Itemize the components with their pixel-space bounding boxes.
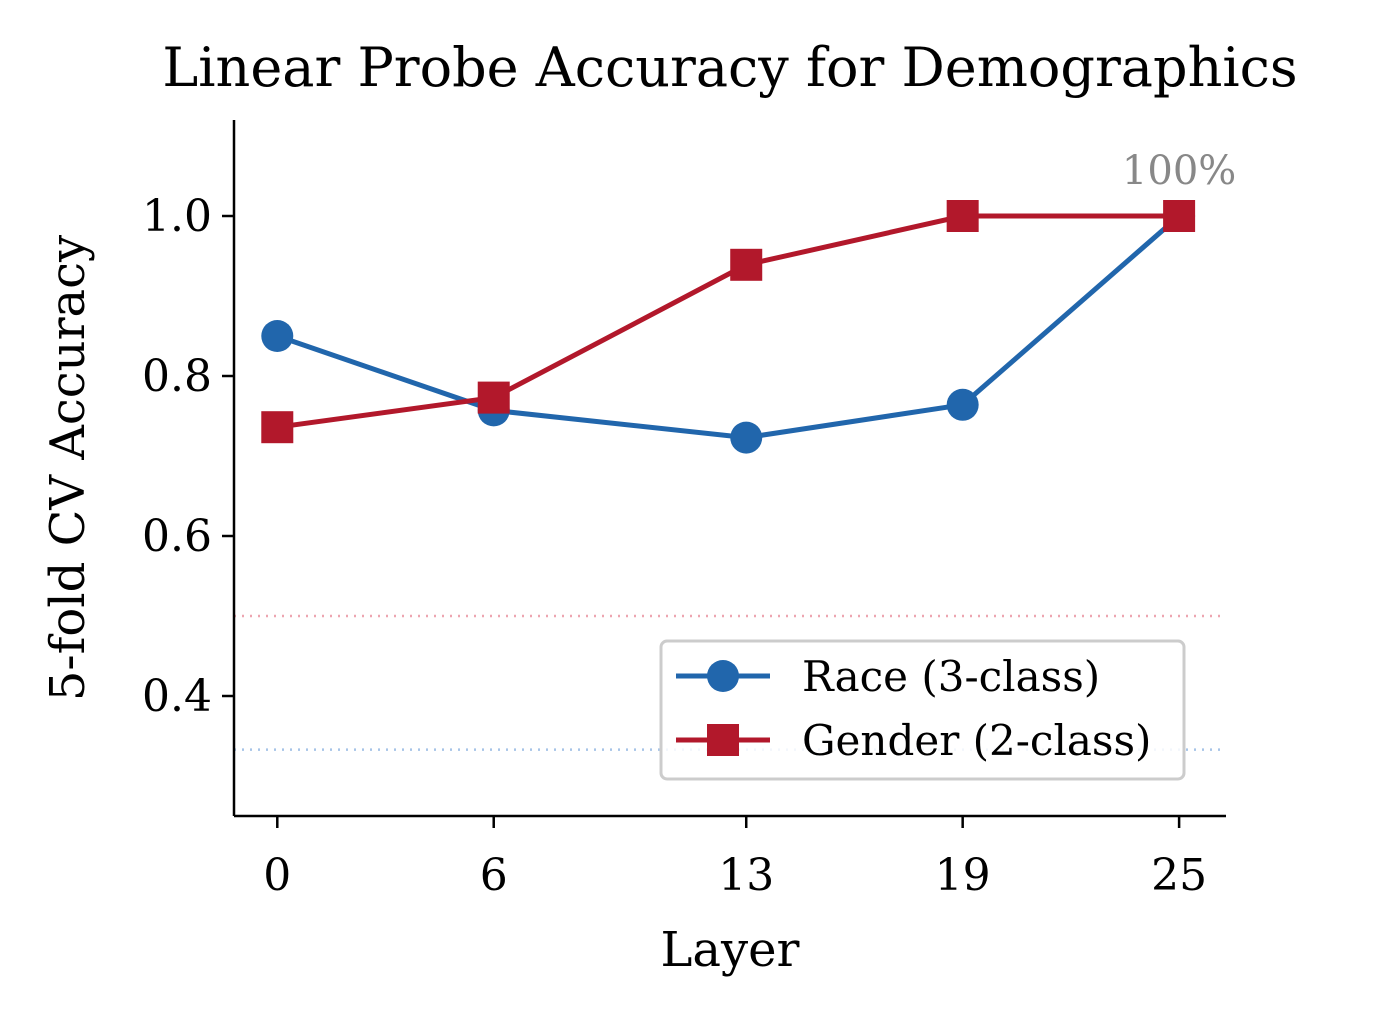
x-tick-label: 0 xyxy=(263,850,291,901)
legend-label: Gender (2-class) xyxy=(802,716,1151,765)
data-point xyxy=(730,248,763,281)
legend-box xyxy=(659,639,1186,781)
x-tick-label: 25 xyxy=(1151,850,1207,901)
data-point xyxy=(261,320,294,352)
legend-label: Race (3-class) xyxy=(802,652,1100,701)
legend-marker xyxy=(707,660,739,692)
y-tick-label: 0.8 xyxy=(142,351,212,402)
x-axis-label: Layer xyxy=(661,922,800,978)
y-axis-label: 5-fold CV Accuracy xyxy=(40,235,96,701)
x-tick-label: 13 xyxy=(718,850,774,901)
legend: Race (3-class) Gender (2-class) xyxy=(659,639,1186,781)
data-point xyxy=(946,388,979,421)
y-tick-label: 0.4 xyxy=(142,671,212,722)
y-tick-label: 1.0 xyxy=(142,191,212,242)
series-line-0 xyxy=(276,214,1181,441)
chart-title: Linear Probe Accuracy for Demographics xyxy=(162,36,1297,99)
x-tick-label: 19 xyxy=(935,850,991,901)
data-point xyxy=(261,411,294,444)
data-point xyxy=(1163,200,1196,232)
series-line-1 xyxy=(276,213,1180,430)
data-point xyxy=(946,200,979,232)
y-tick-label: 0.6 xyxy=(142,511,212,562)
data-point xyxy=(477,381,510,414)
x-tick-label: 6 xyxy=(480,850,508,901)
data-point xyxy=(730,421,763,454)
legend-marker xyxy=(707,724,739,756)
annotation-label: 100% xyxy=(1122,148,1236,194)
